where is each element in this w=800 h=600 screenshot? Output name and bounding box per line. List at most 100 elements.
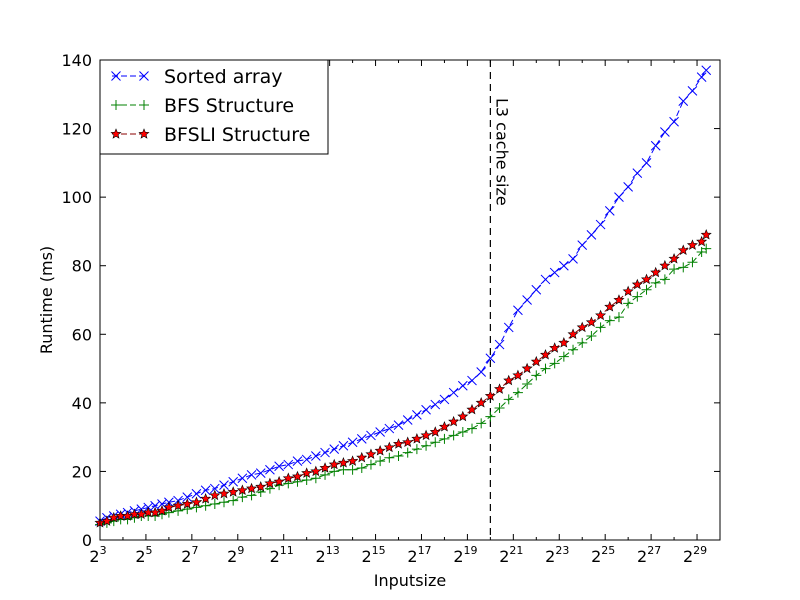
data-point (209, 499, 220, 509)
data-point (236, 484, 248, 495)
data-point (375, 456, 386, 467)
data-point (604, 206, 615, 216)
data-point (568, 254, 578, 264)
data-point (577, 337, 588, 348)
data-point (659, 274, 670, 285)
data-point (265, 464, 275, 475)
data-point (366, 430, 376, 441)
data-point (356, 434, 367, 444)
series-line (99, 248, 707, 526)
data-point (512, 387, 523, 398)
x-tick-label: 29 (227, 544, 244, 566)
data-point (503, 322, 514, 333)
data-point (246, 482, 258, 494)
data-point (392, 438, 405, 449)
data-point (135, 508, 147, 519)
data-point (393, 420, 404, 430)
data-point (237, 473, 248, 484)
series-line (99, 234, 707, 524)
data-point (558, 351, 569, 362)
data-point (329, 444, 340, 454)
data-point (586, 331, 597, 341)
data-point (383, 441, 395, 453)
data-point (641, 158, 652, 168)
data-point (701, 243, 712, 254)
y-tick-label: 140 (61, 51, 92, 70)
data-point (320, 447, 330, 458)
data-point (485, 353, 496, 364)
data-point (521, 362, 533, 374)
data-point (402, 436, 414, 447)
data-point (484, 390, 496, 401)
data-point (246, 470, 257, 480)
data-point (255, 468, 266, 478)
data-point (632, 291, 643, 302)
y-tick-label: 40 (72, 394, 92, 413)
data-point (467, 423, 477, 434)
data-point (448, 430, 459, 441)
legend-label: BFS Structure (164, 95, 294, 117)
data-point (255, 481, 267, 492)
legend-marker (110, 128, 122, 139)
x-tick-label: 23 (89, 544, 106, 566)
data-point (209, 483, 220, 494)
data-point (393, 451, 404, 461)
data-point (282, 472, 294, 483)
data-point (448, 415, 460, 427)
data-point (228, 495, 239, 506)
data-point (365, 448, 377, 459)
series-line (99, 70, 707, 522)
data-point (687, 86, 698, 96)
data-point (623, 298, 634, 309)
legend-marker (111, 100, 121, 110)
data-point (494, 403, 505, 413)
data-point (310, 465, 322, 477)
y-axis-label: Runtime (ms) (37, 246, 56, 354)
legend-marker (139, 71, 149, 81)
data-point (558, 260, 569, 271)
data-point (485, 411, 496, 422)
data-point (531, 284, 542, 295)
legend-marker (138, 128, 150, 139)
data-point (412, 410, 422, 420)
data-point (237, 492, 248, 503)
data-point (494, 383, 506, 394)
data-point (264, 477, 276, 489)
data-point (384, 452, 395, 463)
data-point (457, 410, 469, 422)
x-tick-label: 215 (361, 544, 385, 566)
data-point (540, 363, 551, 374)
data-point (558, 337, 570, 348)
data-point (218, 487, 230, 499)
x-axis-label: Inputsize (374, 571, 446, 590)
data-point (677, 244, 689, 255)
data-point (338, 440, 349, 451)
data-point (227, 486, 239, 497)
data-point (356, 463, 367, 473)
data-point (283, 459, 294, 470)
data-point (328, 458, 340, 470)
data-point (219, 480, 229, 490)
data-point (320, 469, 331, 480)
data-point (549, 358, 560, 369)
data-point (292, 456, 303, 466)
data-point (595, 309, 607, 321)
legend-marker (139, 100, 149, 110)
data-point (613, 312, 624, 323)
axes: 0 20 40 60 80 100 120 140 23 25 27 29 211 213 215 217 21… (61, 51, 721, 566)
data-point (604, 315, 615, 326)
data-point (375, 427, 386, 437)
data-point (156, 505, 168, 516)
data-point (686, 239, 698, 250)
data-point (200, 485, 211, 496)
data-point (157, 499, 167, 509)
data-point (200, 500, 211, 511)
data-point (181, 498, 193, 509)
legend-item: BFS Structure (111, 95, 294, 117)
data-point (696, 72, 707, 82)
data-point (631, 278, 643, 290)
legend-marker (111, 71, 121, 81)
data-point (337, 457, 349, 468)
series-bfs-structure (95, 243, 712, 530)
